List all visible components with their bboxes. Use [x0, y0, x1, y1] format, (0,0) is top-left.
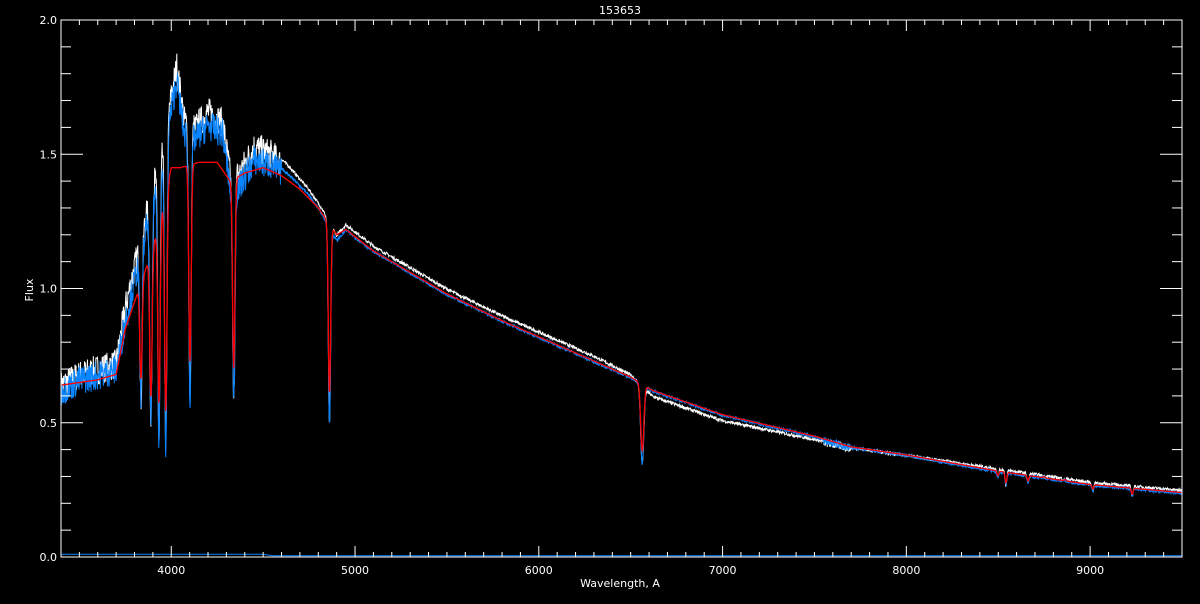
y-tick-label: 2.0	[40, 14, 58, 27]
y-tick-label: 1.0	[40, 283, 58, 296]
y-axis-label: Flux	[23, 278, 36, 301]
y-tick-label: 0.0	[40, 551, 58, 564]
x-tick-label: 6000	[525, 564, 553, 577]
series-line-0	[60, 53, 1183, 497]
series-layer	[60, 53, 1183, 557]
x-tick-label: 4000	[157, 564, 185, 577]
y-tick-label: 0.5	[40, 417, 58, 430]
x-axis-label: Wavelength, A	[580, 577, 660, 590]
axes-layer: 4000 5000 6000 7000 8000 9000 0.0 0.5 1.0 1.5 2.0	[40, 14, 1183, 577]
y-tick-label: 1.5	[40, 148, 58, 161]
x-tick-label: 7000	[709, 564, 737, 577]
series-line-3	[61, 553, 1182, 557]
x-tick-label: 8000	[892, 564, 920, 577]
plot-frame	[60, 19, 1183, 558]
series-line-1	[60, 73, 1183, 497]
x-tick-label: 9000	[1076, 564, 1104, 577]
series-line-2	[60, 161, 1183, 495]
x-tick-label: 5000	[341, 564, 369, 577]
chart-title: 153653	[599, 4, 641, 17]
